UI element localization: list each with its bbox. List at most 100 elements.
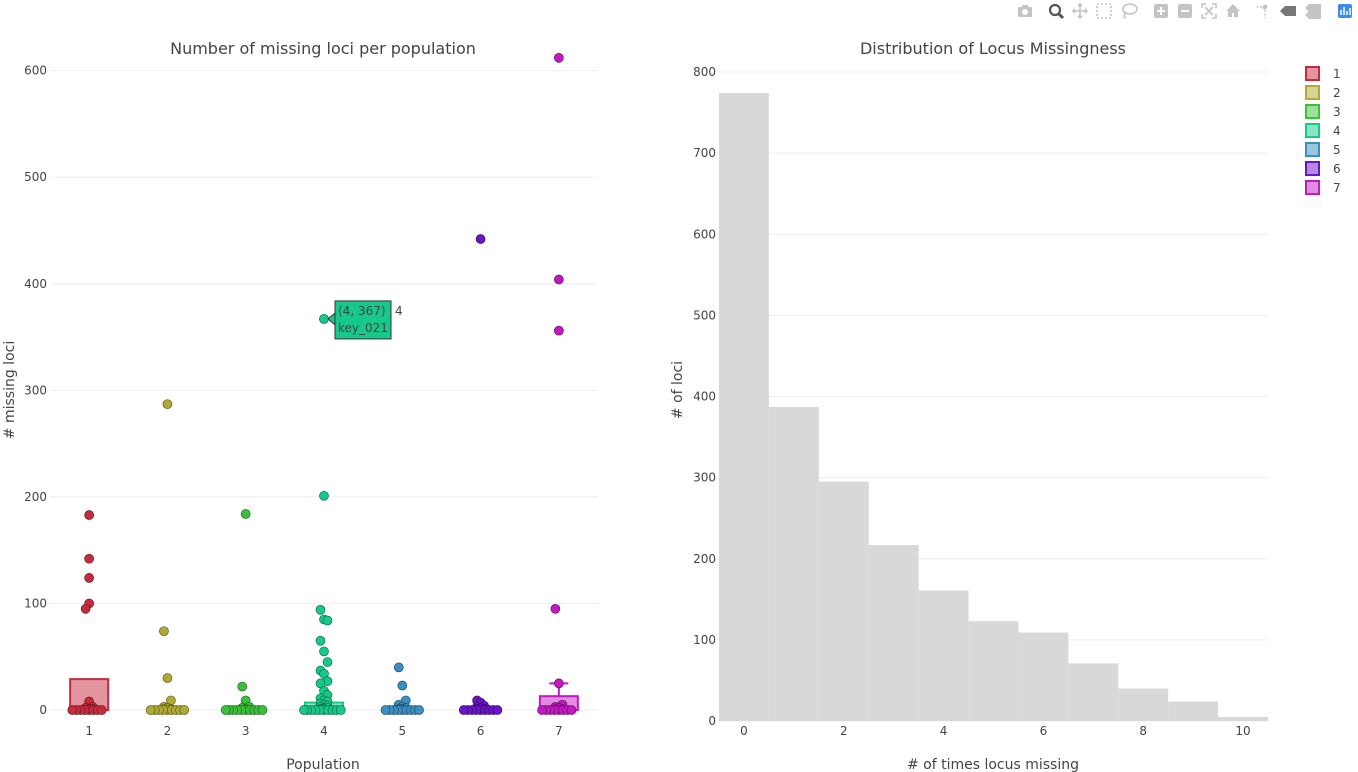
hover-compare-button[interactable] (1305, 4, 1321, 19)
histogram-bar[interactable] (719, 93, 769, 721)
x-tick-label: 2 (840, 724, 848, 738)
data-point[interactable] (550, 603, 561, 614)
y-tick-label: 400 (24, 277, 47, 291)
data-point[interactable] (397, 680, 408, 691)
left-plot-title: Number of missing loci per population (170, 39, 476, 58)
data-point[interactable] (80, 603, 91, 614)
data-point[interactable] (458, 705, 469, 715)
data-point[interactable] (162, 673, 173, 683)
data-point[interactable] (220, 705, 231, 715)
lasso-select-button[interactable] (1122, 3, 1138, 19)
histogram-bar[interactable] (918, 590, 969, 721)
legend-item-4[interactable]: 4 (1305, 123, 1341, 138)
data-point[interactable] (492, 705, 503, 715)
x-tick-label: 5 (398, 724, 406, 738)
hover-closest-button[interactable] (1280, 6, 1296, 16)
zoom-icon (1048, 3, 1065, 20)
data-point[interactable] (322, 615, 333, 626)
zoom-button[interactable] (1048, 3, 1065, 20)
data-point[interactable] (554, 274, 564, 285)
histogram-bar[interactable] (1218, 716, 1268, 721)
hover-tooltip: (4, 367) key_021 4 (327, 300, 403, 340)
histogram-bar[interactable] (968, 621, 1019, 721)
data-point[interactable] (96, 705, 107, 715)
y-tick-label: 400 (693, 390, 716, 404)
zoom-in-button[interactable] (1154, 4, 1168, 18)
data-point[interactable] (145, 705, 156, 715)
data-point[interactable] (537, 705, 547, 715)
data-point[interactable] (554, 325, 564, 336)
y-tick-label: 500 (24, 170, 47, 184)
left-plot-points (67, 52, 577, 715)
legend-item-1[interactable]: 1 (1305, 66, 1341, 81)
hovered-data-point[interactable] (319, 314, 329, 324)
data-point[interactable] (315, 605, 326, 615)
legend-swatch (1305, 180, 1320, 195)
home-icon (1226, 4, 1240, 17)
data-point[interactable] (315, 635, 326, 646)
histogram-bar[interactable] (1118, 688, 1169, 721)
legend-label: 1 (1333, 67, 1341, 81)
legend-item-2[interactable]: 2 (1305, 85, 1341, 100)
right-plot-y-axis-label: # of loci (670, 361, 686, 419)
legend-item-5[interactable]: 5 (1305, 142, 1341, 157)
histogram-bar[interactable] (868, 544, 919, 721)
right-plot-bars (719, 93, 1268, 721)
zoom-out-button[interactable] (1178, 4, 1192, 18)
data-point[interactable] (319, 490, 329, 501)
data-point[interactable] (554, 678, 564, 689)
x-tick-label: 10 (1235, 724, 1250, 738)
data-point[interactable] (299, 705, 309, 715)
y-tick-label: 200 (24, 490, 47, 504)
histogram-bar[interactable] (1018, 632, 1069, 721)
data-point[interactable] (84, 553, 94, 564)
reset-axes-button[interactable] (1226, 4, 1240, 17)
spike-lines-button[interactable] (1255, 4, 1268, 19)
legend-item-3[interactable]: 3 (1305, 104, 1341, 119)
data-point[interactable] (257, 705, 268, 715)
data-point[interactable] (84, 573, 94, 583)
download-plot-button[interactable] (1018, 5, 1032, 17)
data-point[interactable] (566, 705, 577, 715)
data-point[interactable] (237, 681, 248, 692)
autoscale-button[interactable] (1201, 3, 1217, 19)
legend-item-6[interactable]: 6 (1305, 161, 1341, 176)
plotly-logo-link[interactable] (1338, 4, 1352, 18)
data-point[interactable] (179, 705, 190, 715)
y-tick-label: 300 (693, 471, 716, 485)
data-point[interactable] (240, 509, 251, 519)
data-point[interactable] (162, 399, 173, 410)
data-point[interactable] (380, 705, 391, 715)
data-point[interactable] (414, 705, 424, 715)
data-point[interactable] (319, 646, 329, 657)
y-tick-label: 200 (693, 552, 716, 566)
data-point[interactable] (67, 705, 78, 715)
data-point[interactable] (84, 510, 94, 520)
data-point[interactable] (159, 626, 169, 637)
legend-swatch (1305, 142, 1320, 157)
pan-button[interactable] (1071, 2, 1089, 20)
hover-closest-icon (1280, 6, 1296, 16)
histogram-bar[interactable] (818, 481, 869, 721)
legend-item-7[interactable]: 7 (1305, 180, 1341, 195)
hover-tooltip-value: (4, 367) (338, 304, 386, 318)
x-tick-label: 8 (1139, 724, 1147, 738)
histogram-bar[interactable] (1068, 663, 1119, 721)
plotly-logo-icon (1338, 4, 1352, 18)
data-point[interactable] (393, 662, 404, 673)
lasso-select-icon (1122, 3, 1138, 19)
data-point[interactable] (475, 234, 486, 244)
y-tick-label: 0 (708, 714, 716, 728)
data-point[interactable] (322, 657, 333, 667)
y-tick-label: 300 (24, 383, 47, 397)
data-point[interactable] (335, 705, 346, 715)
missing-loci-boxplot[interactable]: 0 100 200 300 400 500 600 1 2 3 4 5 6 7 (4, 367) key… (2, 39, 598, 772)
histogram-bar[interactable] (1168, 701, 1219, 721)
y-tick-label: 600 (693, 227, 716, 241)
missingness-histogram[interactable]: 0 100 200 300 400 500 600 700 800 0 2 4 6 8 10 Distri… (670, 39, 1268, 772)
histogram-bar[interactable] (768, 407, 819, 721)
x-tick-label: 2 (164, 724, 172, 738)
data-point[interactable] (554, 52, 564, 63)
box-select-button[interactable] (1096, 3, 1112, 19)
